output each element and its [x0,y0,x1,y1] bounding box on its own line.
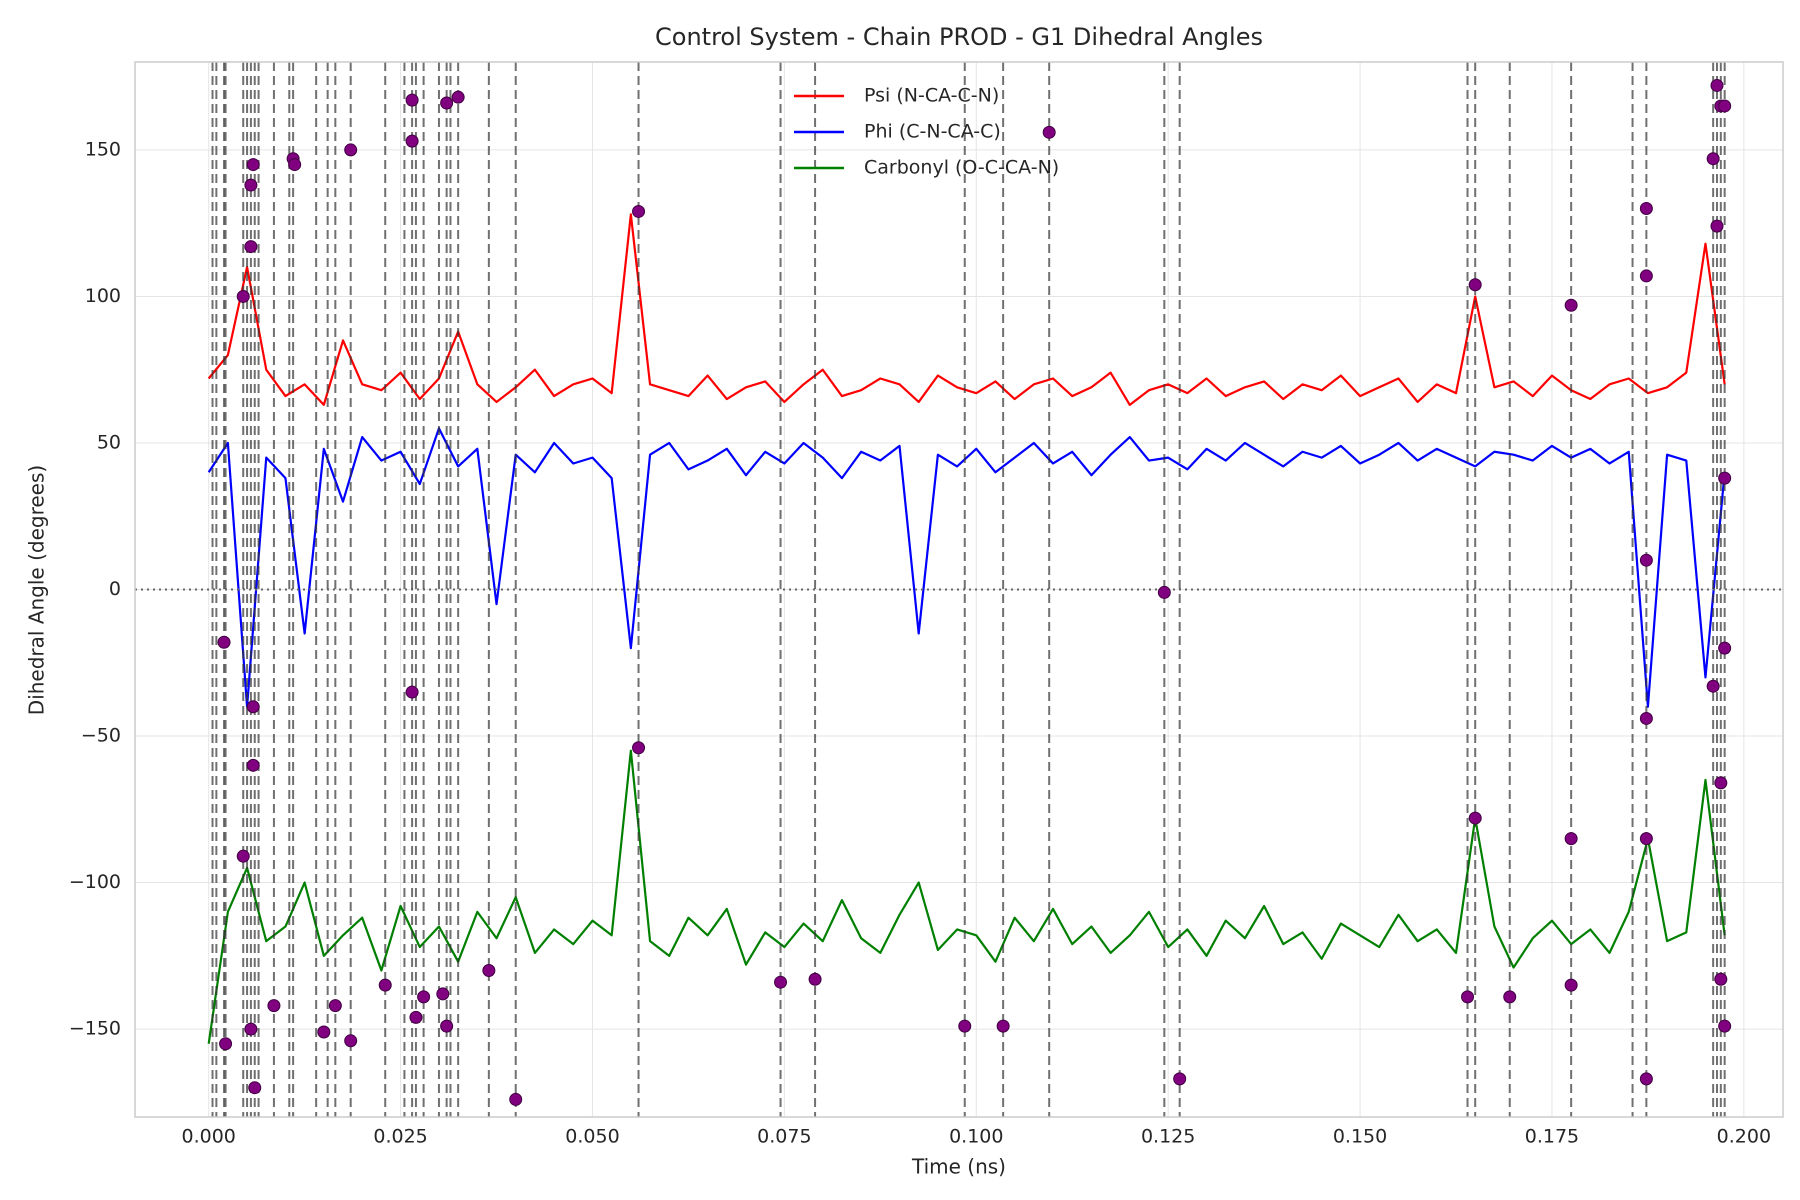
transition-point [246,700,260,714]
transition-point [405,134,419,148]
transition-point [1710,219,1724,233]
transition-point [267,999,281,1013]
x-tick-label: 0.075 [757,1126,811,1148]
x-tick-label: 0.175 [1525,1126,1579,1148]
transition-point [1706,679,1720,693]
transition-point [405,685,419,699]
transition-point [482,963,496,977]
x-tick-label: 0.000 [181,1126,235,1148]
transition-point [1157,585,1171,599]
y-tick-label: 150 [85,138,121,160]
x-tick-label: 0.100 [949,1126,1003,1148]
x-tick-label: 0.025 [373,1126,427,1148]
transition-point [1564,978,1578,992]
transition-point [244,178,258,192]
transition-point [1714,972,1728,986]
transition-point [774,975,788,989]
transition-point [1710,78,1724,92]
y-axis-label: Dihedral Angle (degrees) [25,465,49,715]
transition-point [436,987,450,1001]
transition-point [409,1010,423,1024]
transition-point [1564,298,1578,312]
transition-point [1639,269,1653,283]
x-tick-label: 0.125 [1141,1126,1195,1148]
series-line [207,749,1726,1044]
y-tick-label: −150 [69,1018,121,1040]
y-tick-label: 100 [85,285,121,307]
y-tick-label: 0 [109,578,121,600]
transition-point [1718,1019,1732,1033]
x-tick-label: 0.200 [1717,1126,1771,1148]
transition-point [1468,278,1482,292]
transition-point [236,849,250,863]
transition-point [1503,990,1517,1004]
transition-point [248,1081,262,1095]
transition-point [417,990,431,1004]
chart-title: Control System - Chain PROD - G1 Dihedra… [655,23,1263,51]
transition-point [1639,553,1653,567]
transition-point [632,204,646,218]
transition-point [217,635,231,649]
transition-point [1639,711,1653,725]
transition-point [1639,202,1653,216]
transition-point [344,1034,358,1048]
transition-point [246,158,260,172]
transition-point [246,758,260,772]
transition-point [440,1019,454,1033]
plot-frame [134,61,1784,1118]
x-axis-label: Time (ns) [911,1155,1006,1179]
x-tick-label: 0.050 [565,1126,619,1148]
transition-point [1173,1072,1187,1086]
transition-point [244,1022,258,1036]
transition-point [405,93,419,107]
legend: Psi (N-CA-C-N) Phi (C-N-CA-C) Carbonyl (O-… [794,85,1059,179]
transition-point [451,90,465,104]
y-tick-label: −50 [81,725,121,747]
y-tick-label: 50 [97,431,121,453]
transition-point [632,741,646,755]
transition-point [1461,990,1475,1004]
transition-point [1706,152,1720,166]
transition-point [1042,125,1056,139]
y-tick-label: −100 [69,871,121,893]
transition-point [958,1019,972,1033]
transition-point [244,240,258,254]
x-tick-label: 0.150 [1333,1126,1387,1148]
transition-point [1718,641,1732,655]
transition-point [236,289,250,303]
transition-point [1714,776,1728,790]
transition-point [1718,99,1732,113]
transition-point [378,978,392,992]
series-line [207,213,1726,406]
legend-label: Psi (N-CA-C-N) [864,85,999,107]
transition-point [317,1025,331,1039]
transition-point [1639,832,1653,846]
series-line [207,427,1726,708]
transition-point [808,972,822,986]
transition-point [344,143,358,157]
transition-point [1718,471,1732,485]
legend-label: Carbonyl (O-C-CA-N) [864,157,1059,179]
legend-label: Phi (C-N-CA-C) [864,121,1001,143]
transition-point [288,158,302,172]
transition-point [509,1092,523,1106]
transition-point [219,1037,233,1051]
transition-point [1564,832,1578,846]
transition-point [328,999,342,1013]
transition-point [996,1019,1010,1033]
transition-point [440,96,454,110]
transition-point [1468,811,1482,825]
transition-point [1639,1072,1653,1086]
